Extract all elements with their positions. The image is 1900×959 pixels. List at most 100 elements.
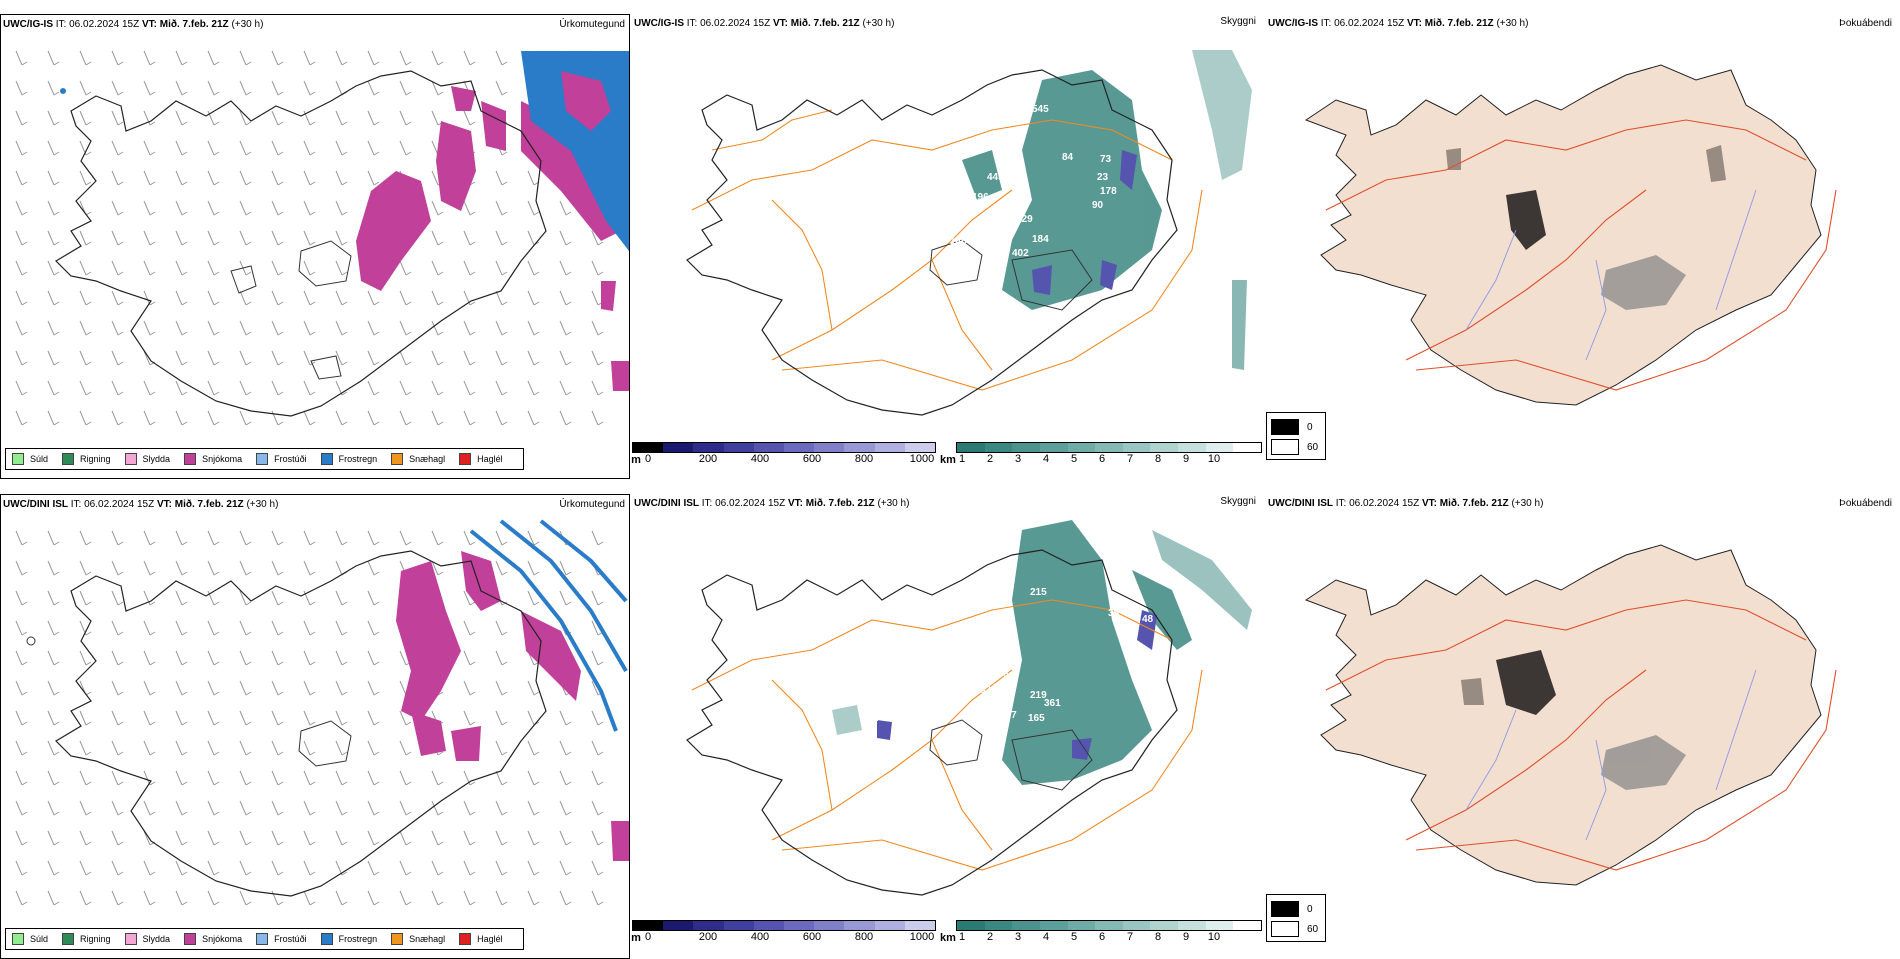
wind-barb — [431, 320, 444, 336]
road-network — [1325, 599, 1837, 871]
wind-barb — [143, 80, 156, 96]
wind-barb — [463, 260, 476, 276]
wind-barb — [303, 770, 316, 786]
wind-barb — [271, 860, 284, 876]
wind-barb — [239, 530, 252, 546]
wind-barb — [591, 260, 604, 276]
wind-barb — [559, 590, 572, 606]
wind-barb — [527, 710, 540, 726]
fog-legend-high: 0 — [1271, 419, 1313, 435]
wind-barb — [47, 680, 60, 696]
wind-barb — [527, 170, 540, 186]
wind-barb — [559, 830, 572, 846]
wind-barb — [591, 350, 604, 366]
wind-barb — [207, 80, 220, 96]
legend-item-4: Frostúði — [256, 933, 307, 945]
wind-barb — [367, 320, 380, 336]
wind-barb — [175, 530, 188, 546]
wind-barb — [79, 260, 92, 276]
wind-barb — [239, 710, 252, 726]
wind-barb — [47, 290, 60, 306]
wind-barb — [591, 410, 604, 426]
wind-barb — [143, 650, 156, 666]
wind-barb — [79, 770, 92, 786]
wind-barb — [591, 740, 604, 756]
ceiling-value-label: 177 — [864, 713, 881, 724]
wind-barb — [207, 50, 220, 66]
wind-barb — [399, 110, 412, 126]
wind-barb — [207, 110, 220, 126]
ceiling-colorbar-swatches — [632, 442, 936, 453]
wind-barb — [111, 380, 124, 396]
wind-barb — [271, 290, 284, 306]
wind-barb — [47, 110, 60, 126]
wind-barb — [495, 380, 508, 396]
iceland-landmass — [1304, 64, 1822, 406]
glacier-outlines — [230, 240, 352, 380]
wind-barb — [367, 710, 380, 726]
wind-barb — [335, 800, 348, 816]
ceiling-value-label: 141 — [900, 698, 917, 709]
wind-barb — [207, 320, 220, 336]
wind-barb — [143, 530, 156, 546]
wind-barb — [527, 680, 540, 696]
wind-barb — [335, 260, 348, 276]
wind-barb — [527, 890, 540, 906]
wind-barb — [303, 530, 316, 546]
legend-item-1: Rigning — [62, 933, 111, 945]
wind-barb — [111, 80, 124, 96]
wind-barb — [143, 200, 156, 216]
wind-barb — [431, 530, 444, 546]
wind-barb — [335, 290, 348, 306]
wind-barb — [143, 410, 156, 426]
wind-barb — [207, 860, 220, 876]
wind-barb — [591, 860, 604, 876]
ceiling-tick: 0 — [644, 453, 652, 465]
wind-barb — [399, 740, 412, 756]
wind-barb — [303, 380, 316, 396]
wind-barb — [207, 770, 220, 786]
visibility-tick: 3 — [1014, 931, 1022, 943]
wind-barb — [239, 410, 252, 426]
wind-barb — [47, 80, 60, 96]
wind-barb — [303, 560, 316, 576]
wind-barb — [207, 680, 220, 696]
wind-barb — [399, 890, 412, 906]
wind-barb — [111, 740, 124, 756]
wind-barb — [79, 530, 92, 546]
wind-barb — [47, 620, 60, 636]
wind-barb — [207, 620, 220, 636]
wind-barb — [47, 830, 60, 846]
wind-barb — [591, 770, 604, 786]
wind-barb — [463, 800, 476, 816]
wind-barb — [303, 800, 316, 816]
snow-areas — [396, 551, 629, 861]
visibility-colorbar-swatches — [956, 920, 1262, 931]
wind-barb — [495, 710, 508, 726]
wind-barb — [47, 380, 60, 396]
wind-barb — [463, 890, 476, 906]
wind-barb — [495, 680, 508, 696]
wind-barb — [111, 320, 124, 336]
wind-barb — [495, 530, 508, 546]
wind-barb — [431, 860, 444, 876]
low-ceiling-areas — [1032, 150, 1137, 295]
wind-barb — [47, 770, 60, 786]
wind-barb — [175, 260, 188, 276]
wind-barb — [463, 680, 476, 696]
wind-barb — [207, 710, 220, 726]
wind-barb — [463, 230, 476, 246]
wind-barb — [79, 80, 92, 96]
wind-barb — [271, 170, 284, 186]
wind-barb — [143, 320, 156, 336]
legend-item-6: Snæhagl — [391, 453, 445, 465]
legend-item-0: Súld — [12, 933, 48, 945]
wind-barb — [303, 140, 316, 156]
rivers — [1465, 669, 1757, 841]
ceiling-value-label: 229 — [1016, 214, 1033, 225]
wind-barb — [271, 800, 284, 816]
wind-barb — [431, 890, 444, 906]
panel-header: UWC/DINI ISL IT: 06.02.2024 15Z VT: Mið.… — [3, 499, 279, 510]
wind-barb — [431, 200, 444, 216]
